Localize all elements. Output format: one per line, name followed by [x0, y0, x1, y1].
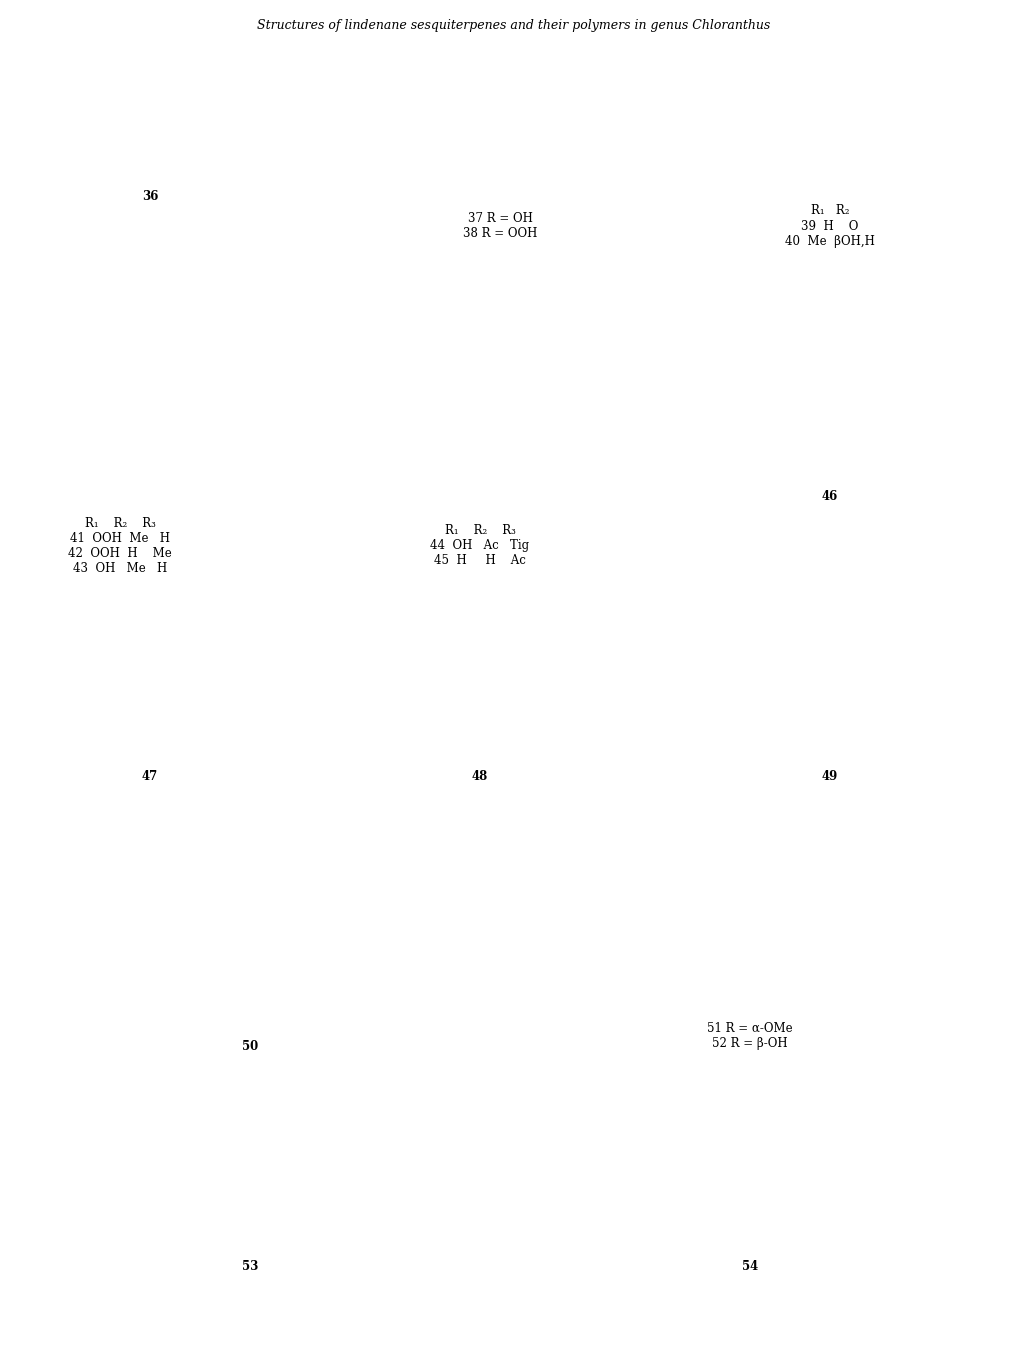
Text: 49: 49 — [821, 770, 838, 782]
Text: Structures of lindenane sesquiterpenes and their polymers in genus Chloranthus: Structures of lindenane sesquiterpenes a… — [257, 19, 771, 32]
Text: 50: 50 — [242, 1039, 258, 1053]
Text: 46: 46 — [821, 490, 838, 502]
Text: 37 R = OH
38 R = OOH: 37 R = OH 38 R = OOH — [463, 213, 538, 240]
Text: R₁   R₂
39  H    O
40  Me  βOH,H: R₁ R₂ 39 H O 40 Me βOH,H — [785, 205, 875, 248]
Text: R₁    R₂    R₃
44  OH   Ac   Tig
45  H     H    Ac: R₁ R₂ R₃ 44 OH Ac Tig 45 H H Ac — [431, 525, 529, 568]
Text: 36: 36 — [142, 190, 158, 202]
Text: R₁    R₂    R₃
41  OOH  Me   H
42  OOH  H    Me
43  OH   Me   H: R₁ R₂ R₃ 41 OOH Me H 42 OOH H Me 43 OH M… — [68, 517, 172, 575]
Text: 47: 47 — [142, 770, 158, 782]
Text: 51 R = α-OMe
52 R = β-OH: 51 R = α-OMe 52 R = β-OH — [707, 1022, 793, 1050]
Text: 53: 53 — [242, 1260, 258, 1272]
Text: 48: 48 — [472, 770, 488, 782]
Text: 54: 54 — [742, 1260, 758, 1272]
